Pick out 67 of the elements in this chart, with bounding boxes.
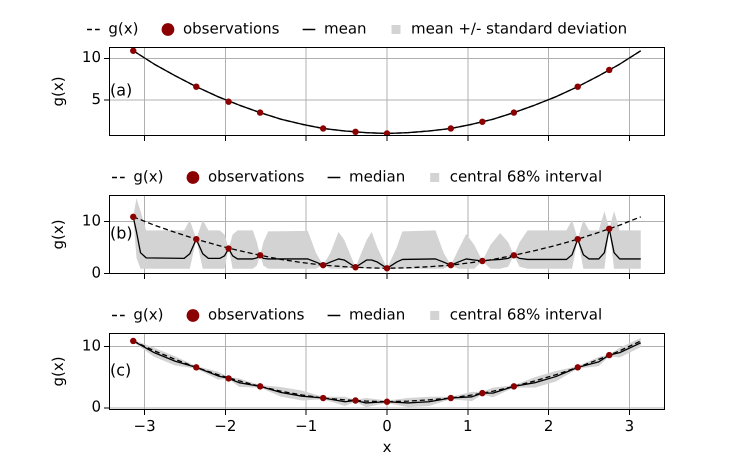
point bbox=[574, 236, 581, 242]
point bbox=[225, 98, 232, 105]
point bbox=[320, 125, 326, 132]
point bbox=[352, 397, 359, 404]
legend-label: observations bbox=[208, 167, 305, 186]
point bbox=[448, 125, 454, 132]
point bbox=[256, 109, 264, 116]
y-tick-label: 5 bbox=[91, 90, 101, 108]
legend-label: g(x) bbox=[108, 19, 138, 38]
point bbox=[510, 252, 518, 258]
legend-label: central 68% interval bbox=[450, 167, 602, 186]
y-tick-label: 0 bbox=[91, 263, 101, 282]
x-tick-label: 1 bbox=[463, 416, 473, 435]
x-axis-title: x bbox=[382, 438, 392, 456]
point bbox=[256, 383, 264, 390]
point bbox=[320, 394, 326, 402]
x-tick-label: 2 bbox=[544, 416, 554, 435]
legend-label: observations bbox=[182, 19, 280, 38]
point bbox=[193, 364, 200, 371]
x-tick-label: 0 bbox=[382, 416, 392, 435]
annotation: (c) bbox=[110, 360, 132, 380]
legend-label: median bbox=[348, 305, 406, 324]
point bbox=[352, 264, 359, 270]
y-axis-title: g(x) bbox=[48, 219, 67, 250]
point bbox=[606, 66, 612, 74]
legend-label: median bbox=[348, 167, 406, 186]
point bbox=[130, 48, 136, 54]
point bbox=[256, 252, 264, 258]
legend-label: mean +/- standard deviation bbox=[411, 19, 628, 38]
point bbox=[479, 118, 486, 125]
y-axis-title: g(x) bbox=[48, 76, 67, 107]
x-tick-label: −2 bbox=[214, 416, 236, 435]
legend-label: observations bbox=[208, 305, 305, 324]
point bbox=[448, 262, 454, 268]
point bbox=[574, 364, 581, 371]
annotation: (b) bbox=[110, 224, 133, 243]
point bbox=[479, 258, 486, 264]
legend-label: g(x) bbox=[133, 167, 164, 186]
point bbox=[225, 375, 232, 382]
legend-label: g(x) bbox=[133, 305, 164, 324]
y-axis-title: g(x) bbox=[48, 356, 67, 387]
x-tick-label: −1 bbox=[295, 416, 318, 435]
point bbox=[510, 383, 518, 390]
point bbox=[448, 394, 454, 402]
point bbox=[352, 128, 359, 136]
point bbox=[606, 226, 612, 232]
point bbox=[510, 109, 518, 116]
legend-label: central 68% interval bbox=[450, 305, 602, 324]
point bbox=[193, 236, 200, 242]
point bbox=[130, 214, 136, 220]
legend-label: mean bbox=[324, 19, 367, 38]
y-tick-label: 0 bbox=[91, 398, 101, 416]
y-tick-label: 10 bbox=[82, 211, 101, 230]
point bbox=[574, 83, 581, 90]
point bbox=[130, 338, 136, 344]
y-tick-label: 10 bbox=[82, 48, 101, 66]
point bbox=[193, 83, 200, 90]
annotation: (a) bbox=[110, 80, 132, 100]
point bbox=[225, 245, 232, 252]
point bbox=[320, 262, 326, 268]
point bbox=[384, 265, 390, 272]
point bbox=[479, 390, 486, 396]
x-tick-label: 3 bbox=[624, 416, 634, 435]
point bbox=[384, 398, 390, 405]
x-tick-label: −3 bbox=[133, 416, 156, 435]
point bbox=[606, 352, 612, 358]
y-tick-label: 10 bbox=[82, 336, 101, 354]
